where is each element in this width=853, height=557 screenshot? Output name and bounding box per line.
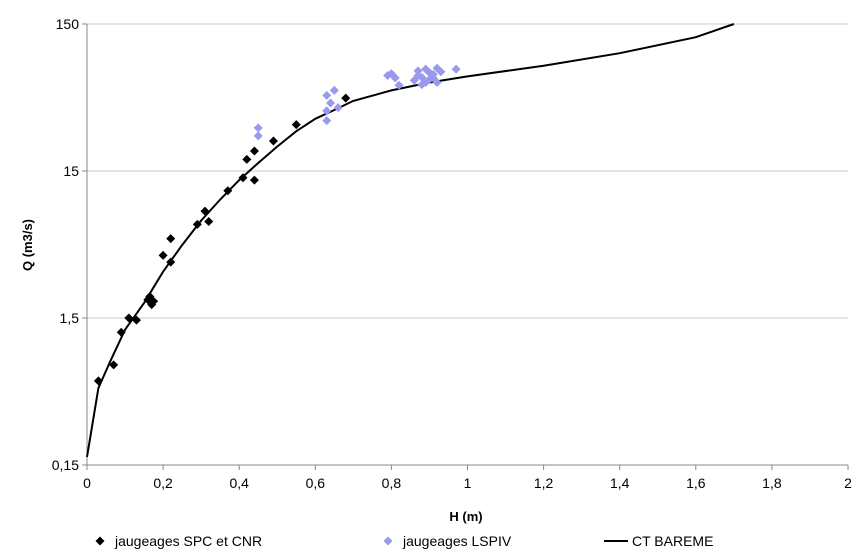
data-point-lspiv <box>390 73 400 83</box>
y-tick-label: 15 <box>63 163 79 179</box>
legend-marker <box>383 536 393 546</box>
x-tick-label: 0,6 <box>306 475 326 491</box>
x-tick-label: 0,2 <box>153 475 173 491</box>
data-point-spc-cnr <box>341 93 351 103</box>
x-tick-label: 1,2 <box>534 475 554 491</box>
data-point-spc-cnr <box>238 173 248 183</box>
data-point-spc-cnr <box>93 376 103 386</box>
plot-area <box>87 24 848 465</box>
x-ticks: 0 0,2 0,4 0,6 0,8 1 1,2 1,4 1,6 1,8 2 <box>83 465 852 491</box>
data-point-lspiv <box>394 80 404 90</box>
data-point-spc-cnr <box>166 234 176 244</box>
data-point-spc-cnr <box>124 313 134 323</box>
x-tick-label: 1 <box>464 475 472 491</box>
data-point-lspiv <box>322 106 332 116</box>
y-tick-label: 150 <box>56 16 80 32</box>
data-point-lspiv <box>322 116 332 126</box>
legend-label: jaugeages SPC et CNR <box>114 533 262 549</box>
y-ticks: 0,15 1,5 15 150 <box>52 16 87 473</box>
data-point-lspiv <box>451 64 461 74</box>
data-point-spc-cnr <box>249 175 259 185</box>
data-point-spc-cnr <box>200 206 210 216</box>
legend-label: jaugeages LSPIV <box>402 533 512 549</box>
x-tick-label: 0,8 <box>382 475 402 491</box>
data-point-spc-cnr <box>291 120 301 130</box>
y-axis-title: Q (m3/s) <box>20 219 35 271</box>
y-tick-label: 1,5 <box>60 310 80 326</box>
data-point-spc-cnr <box>223 186 233 196</box>
series-line-layer <box>86 23 735 458</box>
data-point-lspiv <box>253 131 263 141</box>
legend-label: CT BAREME <box>632 533 713 549</box>
x-tick-label: 2 <box>844 475 852 491</box>
series-points-layer <box>93 63 461 386</box>
data-point-lspiv <box>436 67 446 77</box>
data-point-lspiv <box>413 66 423 76</box>
data-point-lspiv <box>326 98 336 108</box>
data-point-spc-cnr <box>116 327 126 337</box>
x-tick-label: 1,8 <box>762 475 782 491</box>
data-point-spc-cnr <box>158 250 168 260</box>
data-point-lspiv <box>333 103 343 113</box>
data-point-spc-cnr <box>166 257 176 267</box>
data-point-lspiv <box>432 77 442 87</box>
x-tick-label: 0,4 <box>229 475 249 491</box>
x-tick-label: 1,6 <box>686 475 706 491</box>
legend-marker <box>95 536 105 546</box>
x-tick-label: 0 <box>83 475 91 491</box>
x-tick-label: 1,4 <box>610 475 630 491</box>
data-point-lspiv <box>322 90 332 100</box>
data-point-spc-cnr <box>109 360 119 370</box>
data-point-spc-cnr <box>249 146 259 156</box>
grid-lines <box>87 23 848 319</box>
x-axis-title: H (m) <box>449 509 482 524</box>
data-point-spc-cnr <box>204 217 214 227</box>
legend: jaugeages SPC et CNR jaugeages LSPIV CT BA… <box>95 533 713 549</box>
data-point-lspiv <box>253 123 263 133</box>
series-line-ct-bareme <box>86 23 735 458</box>
data-point-spc-cnr <box>192 219 202 229</box>
y-tick-label: 0,15 <box>52 457 79 473</box>
data-point-spc-cnr <box>268 136 278 146</box>
data-point-spc-cnr <box>149 296 159 306</box>
data-point-spc-cnr <box>131 315 141 325</box>
data-point-lspiv <box>329 85 339 95</box>
data-point-lspiv <box>428 70 438 80</box>
data-point-spc-cnr <box>242 154 252 164</box>
